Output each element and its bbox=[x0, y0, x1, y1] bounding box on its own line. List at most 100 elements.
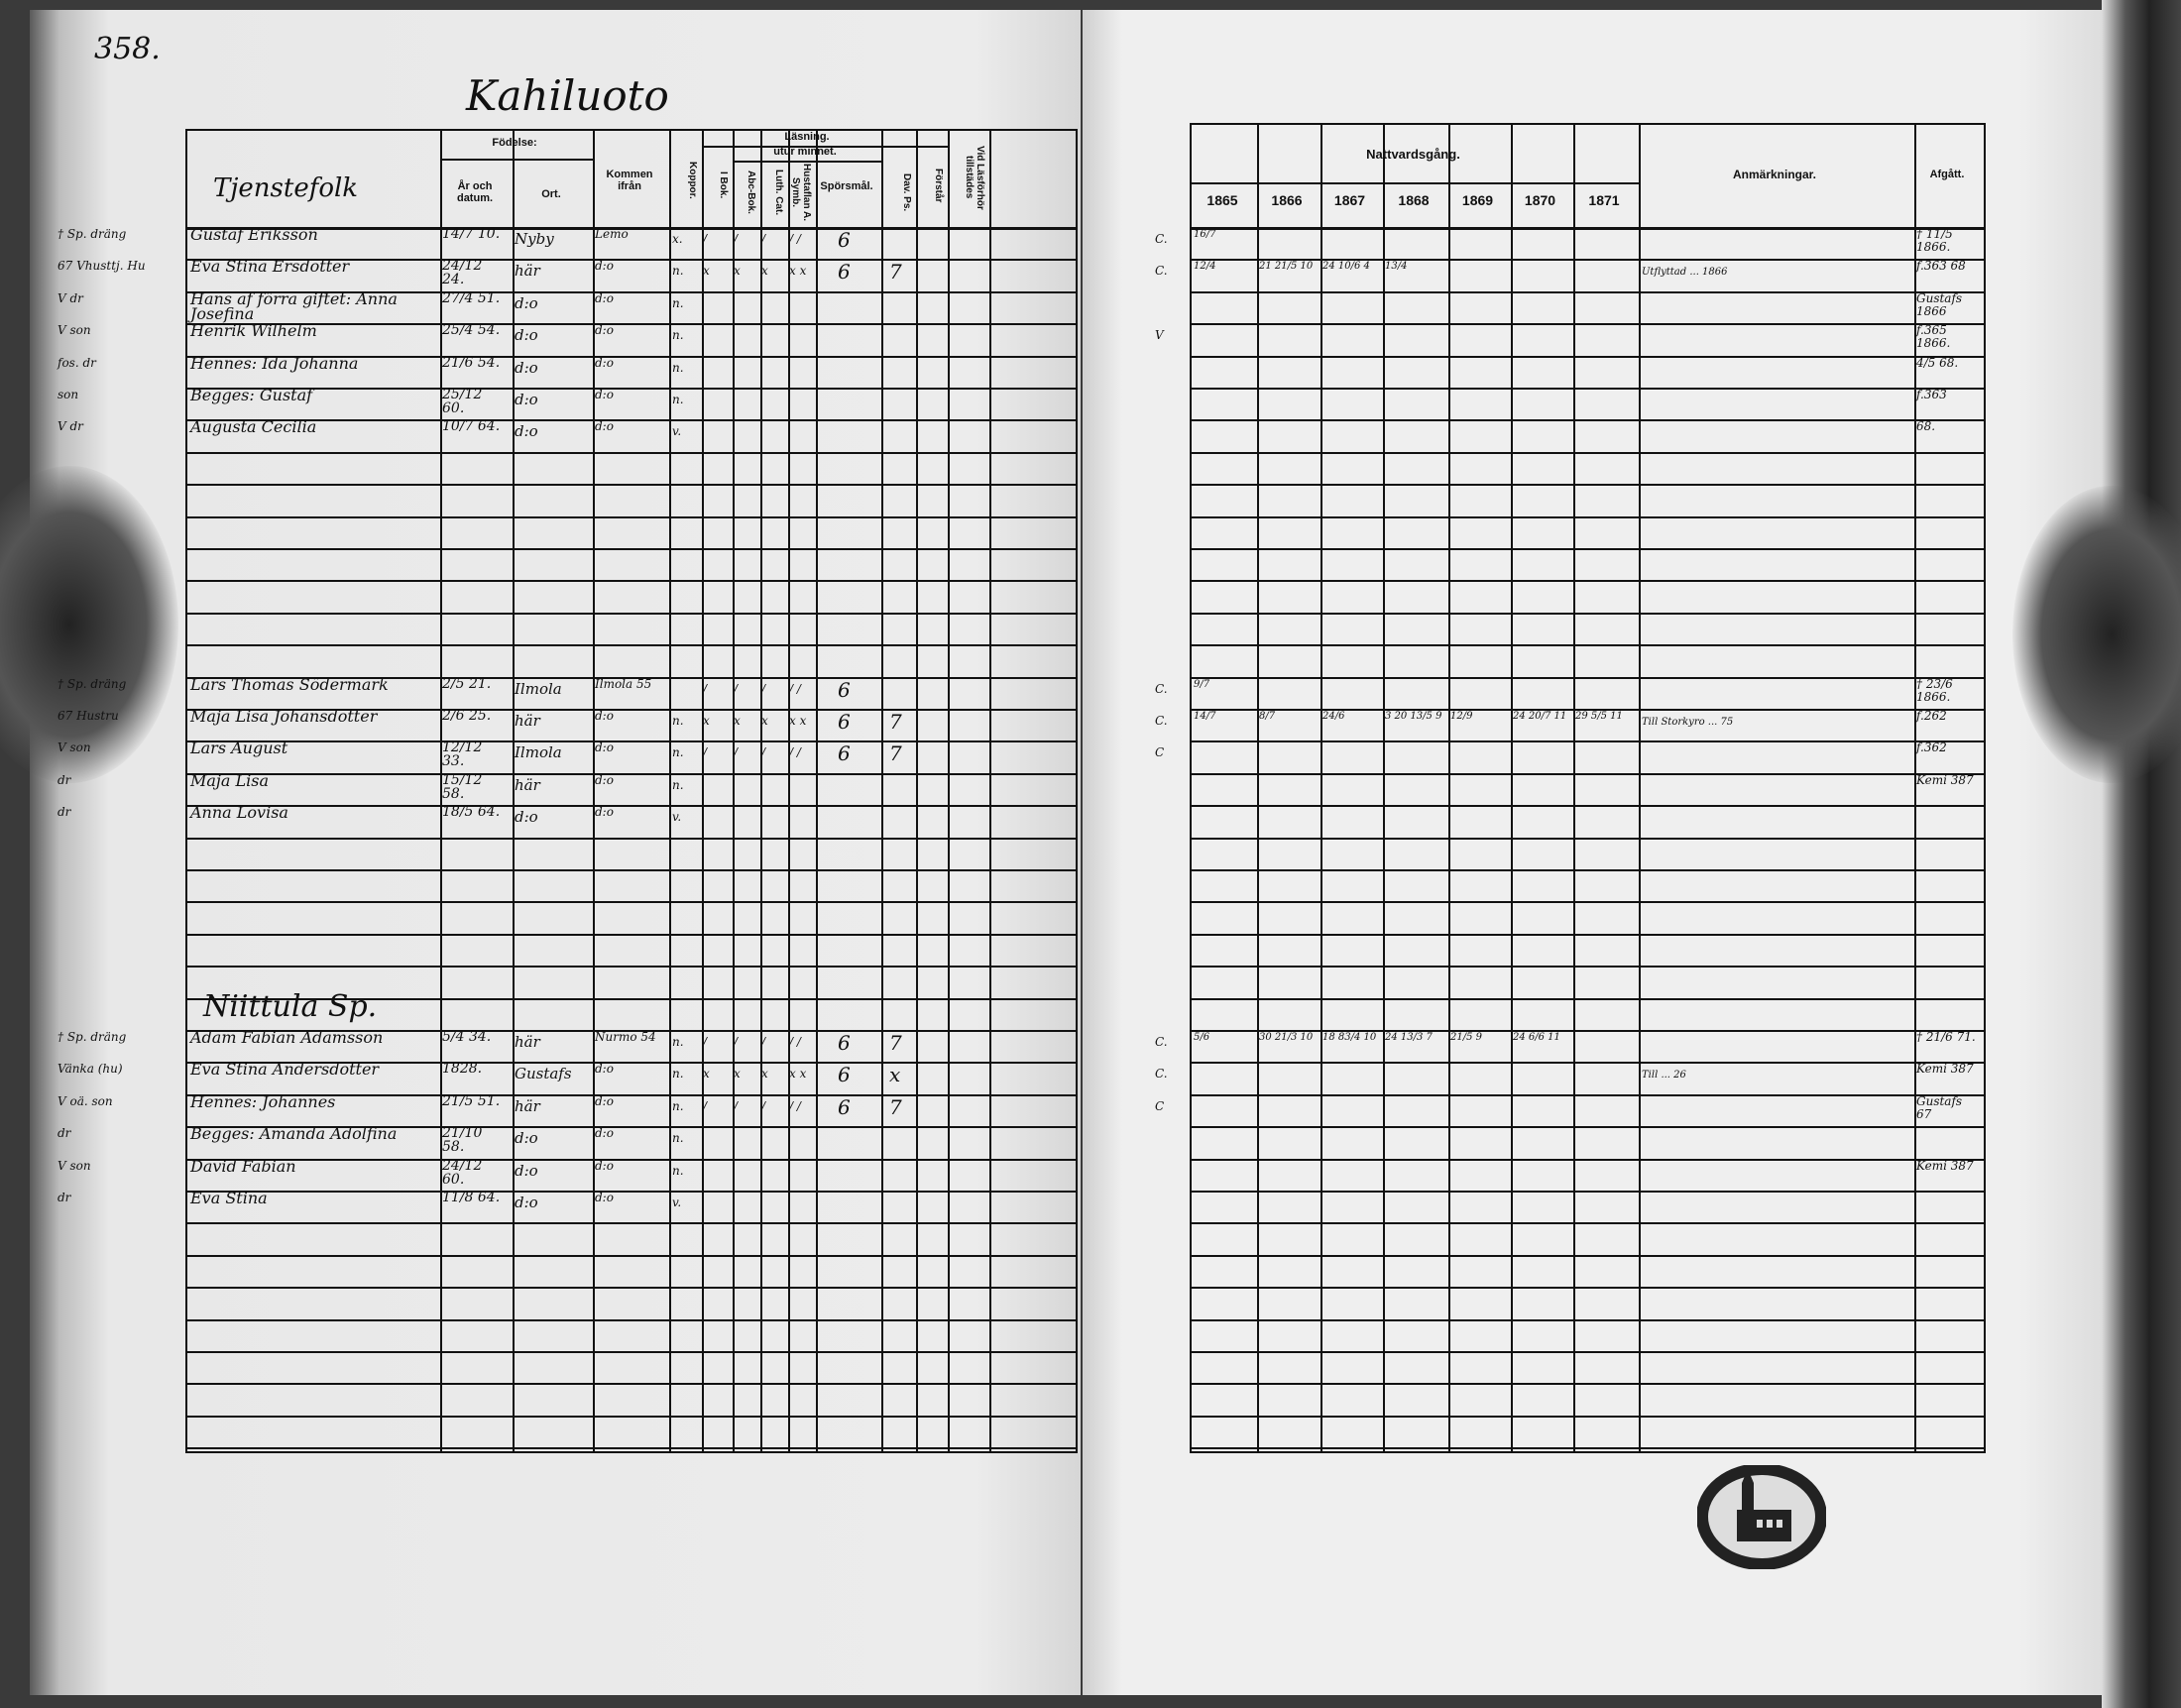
column-divider bbox=[816, 131, 818, 1451]
margin-note: dr bbox=[57, 772, 71, 787]
reading-mark: / bbox=[761, 232, 766, 246]
communion-mark: C. bbox=[1155, 264, 1168, 279]
reading-mark: x bbox=[734, 1067, 741, 1082]
birth-place: d:o bbox=[515, 326, 538, 345]
reading-mark: / bbox=[703, 681, 708, 696]
row-divider bbox=[187, 1287, 1076, 1290]
row-divider bbox=[1192, 1158, 1984, 1161]
column-divider bbox=[440, 131, 442, 1451]
header-year-1870: 1870 bbox=[1524, 192, 1556, 208]
birth-place: här bbox=[515, 775, 540, 794]
header-by-heart: utur minnet. bbox=[773, 146, 837, 158]
came-from: Nurmo 54 bbox=[595, 1030, 656, 1044]
row-divider bbox=[1192, 1093, 1984, 1096]
reading-mark: / bbox=[761, 1098, 766, 1113]
birth-place: Ilmola bbox=[515, 743, 562, 762]
row-divider bbox=[1192, 1126, 1984, 1129]
row-divider bbox=[1192, 580, 1984, 583]
row-divider bbox=[187, 1254, 1076, 1257]
margin-note: Vänka (hu) bbox=[57, 1062, 123, 1077]
communion-date: 18 83/4 10 bbox=[1322, 1032, 1377, 1043]
smallpox-mark: n. bbox=[672, 1098, 684, 1113]
row-divider bbox=[1192, 1383, 1984, 1386]
row-divider bbox=[1192, 997, 1984, 1000]
reading-mark: / bbox=[734, 745, 739, 760]
birth-place: d:o bbox=[515, 1161, 538, 1180]
person-name: Begges: Gustaf bbox=[190, 386, 313, 404]
communion-mark: V bbox=[1155, 328, 1164, 343]
margin-note: † Sp. dräng bbox=[57, 227, 127, 241]
departure-note: Kemi 387 bbox=[1916, 1158, 1974, 1173]
birth-date: 25/12 60. bbox=[442, 387, 483, 416]
margin-note: † Sp. dräng bbox=[57, 676, 127, 691]
came-from: d:o bbox=[595, 259, 614, 274]
reading-mark: x bbox=[703, 1067, 710, 1082]
reading-mark: / bbox=[703, 232, 708, 246]
header-psalms: Dav. Ps. bbox=[901, 172, 912, 212]
row-divider bbox=[1192, 966, 1984, 968]
header-questions: Spörsmål. bbox=[820, 180, 873, 192]
questions-mark: 6 bbox=[838, 260, 851, 285]
came-from: d:o bbox=[595, 290, 614, 305]
departure-note: f.362 bbox=[1916, 740, 1947, 755]
reading-mark: / bbox=[734, 1098, 739, 1113]
came-from: d:o bbox=[595, 1158, 614, 1173]
came-from: d:o bbox=[595, 1062, 614, 1077]
row-divider bbox=[187, 805, 1076, 808]
person-name: David Fabian bbox=[190, 1156, 296, 1176]
person-name: Anna Lovisa bbox=[190, 803, 288, 823]
row-divider bbox=[1192, 740, 1984, 743]
communion-date: 29 5/5 11 bbox=[1575, 711, 1623, 722]
communion-mark: C bbox=[1155, 1098, 1165, 1113]
margin-note: V son bbox=[57, 323, 91, 338]
birth-place: Gustafs bbox=[515, 1065, 572, 1083]
reading-mark: x bbox=[761, 714, 768, 728]
reading-mark: / bbox=[703, 745, 708, 760]
row-divider bbox=[1192, 612, 1984, 615]
questions-mark: 6 bbox=[838, 710, 851, 734]
row-divider bbox=[187, 772, 1076, 775]
row-divider bbox=[187, 548, 1076, 550]
birth-date: 14/7 10. bbox=[442, 226, 501, 242]
reading-mark: / / bbox=[789, 681, 801, 696]
smallpox-mark: n. bbox=[672, 1163, 684, 1178]
header-exam: Vid Läsförhör tillstädes bbox=[964, 145, 985, 210]
row-divider bbox=[1192, 933, 1984, 936]
row-divider bbox=[1192, 323, 1984, 326]
smallpox-mark: n. bbox=[672, 1131, 684, 1146]
communion-mark: C. bbox=[1155, 714, 1168, 728]
birth-date: 18/5 64. bbox=[442, 804, 501, 821]
birth-place: Ilmola bbox=[515, 679, 562, 698]
birth-place: här bbox=[515, 712, 540, 730]
column-divider bbox=[788, 131, 790, 1451]
row-divider bbox=[187, 515, 1076, 518]
row-divider bbox=[1192, 772, 1984, 775]
departure-note: 68. bbox=[1916, 419, 1936, 434]
reading-mark: x bbox=[734, 714, 741, 728]
communion-date: 3 20 13/5 9 bbox=[1385, 711, 1442, 722]
row-divider bbox=[187, 1093, 1076, 1096]
column-divider bbox=[1320, 125, 1322, 1451]
row-divider bbox=[187, 709, 1076, 711]
birth-date: 2/5 21. bbox=[442, 675, 492, 692]
row-divider bbox=[187, 451, 1076, 454]
reading-mark: x bbox=[734, 264, 741, 279]
birth-date: 21/10 58. bbox=[442, 1125, 483, 1156]
header-year-1866: 1866 bbox=[1271, 192, 1303, 208]
row-divider bbox=[1192, 259, 1984, 262]
departure-note: f.363 68 bbox=[1916, 259, 1966, 274]
psalms-mark: x bbox=[889, 1063, 901, 1087]
smallpox-mark: n. bbox=[672, 360, 684, 375]
column-divider bbox=[702, 131, 704, 1451]
row-divider bbox=[187, 1351, 1076, 1353]
communion-date: 24 6/6 11 bbox=[1513, 1032, 1560, 1043]
row-divider bbox=[187, 966, 1076, 968]
margin-note: 67 Vhusttj. Hu bbox=[57, 259, 146, 274]
person-name: Hennes: Ida Johanna bbox=[190, 353, 359, 373]
person-name: Henrik Wilhelm bbox=[190, 321, 317, 341]
birth-place: Nyby bbox=[515, 230, 554, 248]
reading-mark: / bbox=[734, 681, 739, 696]
row-divider bbox=[187, 1030, 1076, 1032]
header-departed: Afgått. bbox=[1929, 169, 1965, 180]
column-divider bbox=[1511, 125, 1513, 1451]
